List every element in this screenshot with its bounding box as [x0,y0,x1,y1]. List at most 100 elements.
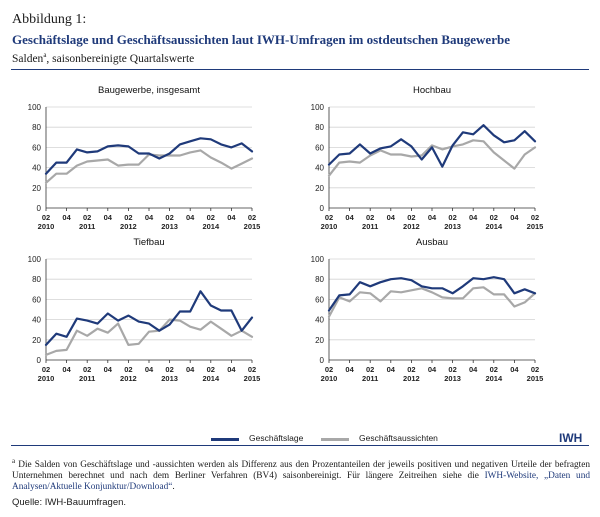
footnote-text: Die Salden von Geschäftslage und -aussic… [12,460,590,482]
y-tick-label-20: 20 [32,184,41,193]
x-tick-year-2011: 2011 [362,374,378,383]
x-tick-quarter: 02 [366,213,374,222]
x-tick-quarter: 02 [42,365,50,374]
x-tick-quarter: 04 [227,213,236,222]
x-tick-quarter: 04 [387,213,396,222]
series-line-geschaeftslage-tiefbau [44,290,254,346]
x-tick-quarter: 04 [387,365,396,374]
x-tick-quarter: 04 [345,213,354,222]
x-tick-quarter: 04 [227,365,236,374]
x-tick-quarter: 02 [248,365,256,374]
iwh-brand-logo: IWH [559,431,583,445]
x-tick-year-2014: 2014 [202,374,220,383]
x-tick-quarter: 04 [62,365,71,374]
x-tick-quarter: 04 [345,365,354,374]
y-tick-label-100: 100 [311,103,325,112]
y-tick-label-80: 80 [32,275,41,284]
subtitle-footnote-marker: a [43,51,47,59]
x-tick-quarter: 04 [145,365,154,374]
y-tick-label-100: 100 [28,255,42,264]
x-tick-year-2012: 2012 [403,222,420,231]
series-line-geschaeftsaussichten-baugewerbe-insgesamt [44,149,254,184]
legend-swatch-geschaeftslage [211,438,239,441]
y-tick-label-80: 80 [32,123,41,132]
y-tick-label-0: 0 [320,356,325,365]
y-tick-label-40: 40 [32,164,41,173]
x-tick-year-2012: 2012 [120,222,137,231]
x-tick-quarter: 02 [165,365,173,374]
x-tick-quarter: 04 [104,365,113,374]
x-tick-year-2015: 2015 [244,374,261,383]
y-tick-label-0: 0 [37,356,42,365]
x-tick-year-2014: 2014 [485,374,503,383]
y-tick-label-60: 60 [32,143,41,152]
x-tick-year-2012: 2012 [120,374,137,383]
x-tick-year-2010: 2010 [38,374,55,383]
x-tick-quarter: 02 [42,213,50,222]
x-tick-year-2010: 2010 [321,374,338,383]
x-tick-quarter: 04 [145,213,154,222]
subtitle-lead: Salden [12,52,44,65]
y-tick-label-40: 40 [32,316,41,325]
x-tick-quarter: 04 [104,213,113,222]
series-line-geschaeftsaussichten-tiefbau [44,318,254,356]
y-tick-label-60: 60 [315,143,324,152]
series-line-geschaeftslage-ausbau [327,276,537,312]
y-tick-label-100: 100 [28,103,42,112]
panel-title-ausbau: Ausbau [416,237,448,248]
x-tick-quarter: 02 [325,213,333,222]
legend-label-geschaeftslage: Geschäftslage [249,433,304,443]
y-tick-label-20: 20 [32,336,41,345]
series-line-geschaeftslage-hochbau [327,124,537,168]
x-tick-year-2011: 2011 [362,222,378,231]
x-tick-year-2015: 2015 [527,222,544,231]
x-tick-quarter: 04 [62,213,71,222]
y-tick-label-20: 20 [315,336,324,345]
x-tick-quarter: 02 [407,365,415,374]
figure-frame [11,69,589,446]
x-tick-quarter: 02 [83,213,91,222]
x-tick-quarter: 02 [490,365,498,374]
x-tick-quarter: 02 [531,365,539,374]
x-tick-year-2011: 2011 [79,374,95,383]
x-tick-year-2014: 2014 [485,222,503,231]
footnote-marker: a [12,457,16,465]
y-tick-label-0: 0 [37,204,42,213]
x-tick-year-2010: 2010 [321,222,338,231]
x-tick-quarter: 04 [186,213,195,222]
x-tick-quarter: 02 [248,213,256,222]
x-tick-year-2015: 2015 [527,374,544,383]
x-tick-year-2013: 2013 [444,374,461,383]
x-tick-quarter: 04 [469,213,478,222]
source-note: Quelle: IWH-Bauumfragen. [12,497,127,508]
x-tick-quarter: 04 [510,365,519,374]
y-tick-label-60: 60 [315,295,324,304]
x-tick-quarter: 02 [407,213,415,222]
y-tick-label-40: 40 [315,316,324,325]
x-tick-quarter: 04 [510,213,519,222]
iwh-website-link[interactable]: IWH-Website, „Daten und Analysen/Aktuell… [12,471,590,493]
x-tick-year-2014: 2014 [202,222,220,231]
footnote-tail: . [172,482,175,493]
x-tick-quarter: 02 [448,213,456,222]
y-tick-label-100: 100 [311,255,325,264]
x-tick-year-2013: 2013 [444,222,461,231]
x-tick-quarter: 02 [207,365,215,374]
x-tick-quarter: 04 [428,213,437,222]
series-line-geschaeftsaussichten-ausbau [327,286,537,318]
panel-title-tiefbau: Tiefbau [133,237,164,248]
series-line-geschaeftslage-baugewerbe-insgesamt [44,137,254,175]
figure-title: Geschäftslage und Geschäftsaussichten la… [12,32,510,47]
x-tick-quarter: 02 [83,365,91,374]
y-tick-label-60: 60 [32,295,41,304]
x-tick-year-2015: 2015 [244,222,261,231]
legend-swatch-geschaeftsaussichten [321,438,349,441]
x-tick-quarter: 04 [469,365,478,374]
legend-label-geschaeftsaussichten: Geschäftsaussichten [359,433,438,443]
x-tick-quarter: 04 [186,365,195,374]
subtitle-rest: , saisonbereinigte Quartalswerte [46,52,195,65]
